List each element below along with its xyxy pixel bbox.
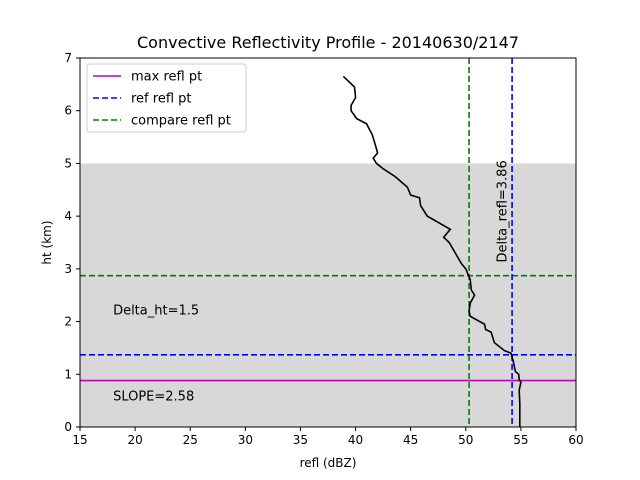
legend-box [86,63,247,133]
x-tick-label: 30 [238,433,253,447]
x-tick-label: 50 [458,433,473,447]
reflectivity-profile-line [342,75,522,427]
legend-label-1: ref refl pt [131,92,192,107]
y-tick-label: 5 [64,156,72,170]
y-tick-label: 6 [64,104,72,118]
x-tick-label: 25 [183,433,198,447]
y-axis-label: ht (km) [40,220,54,264]
annotation-1: SLOPE=2.58 [113,390,194,405]
x-tick-label: 55 [513,433,528,447]
y-tick-label: 7 [64,51,72,65]
annotation-0: Delta_ht=1.5 [113,304,199,319]
y-tick-label: 4 [64,209,72,223]
x-tick-label: 20 [127,433,142,447]
x-tick-label: 35 [293,433,308,447]
annotation-2: Delta_refl=3.86 [496,160,511,262]
shaded-region [80,163,576,427]
y-tick-label: 2 [64,315,72,329]
x-axis: 15 20 25 30 35 40 45 50 55 60 [72,427,584,447]
y-axis: 0 1 2 3 4 5 6 7 [64,51,80,434]
x-tick-label: 15 [72,433,87,447]
legend: max refl pt ref refl pt compare refl pt [86,63,247,133]
annotations: Delta_ht=1.5 SLOPE=2.58 Delta_refl=3.86 [113,160,510,404]
legend-label-2: compare refl pt [131,114,231,129]
y-tick-label: 1 [64,367,72,381]
x-tick-label: 60 [568,433,583,447]
plot-frame [79,57,577,428]
y-tick-label: 3 [64,262,72,276]
legend-label-0: max refl pt [131,70,202,85]
x-tick-label: 45 [403,433,418,447]
reference-lines [80,58,576,427]
x-axis-label: refl (dBZ) [300,456,357,470]
y-tick-label: 0 [64,420,72,434]
x-tick-label: 40 [348,433,363,447]
chart-title: Convective Reflectivity Profile - 201406… [137,33,519,52]
